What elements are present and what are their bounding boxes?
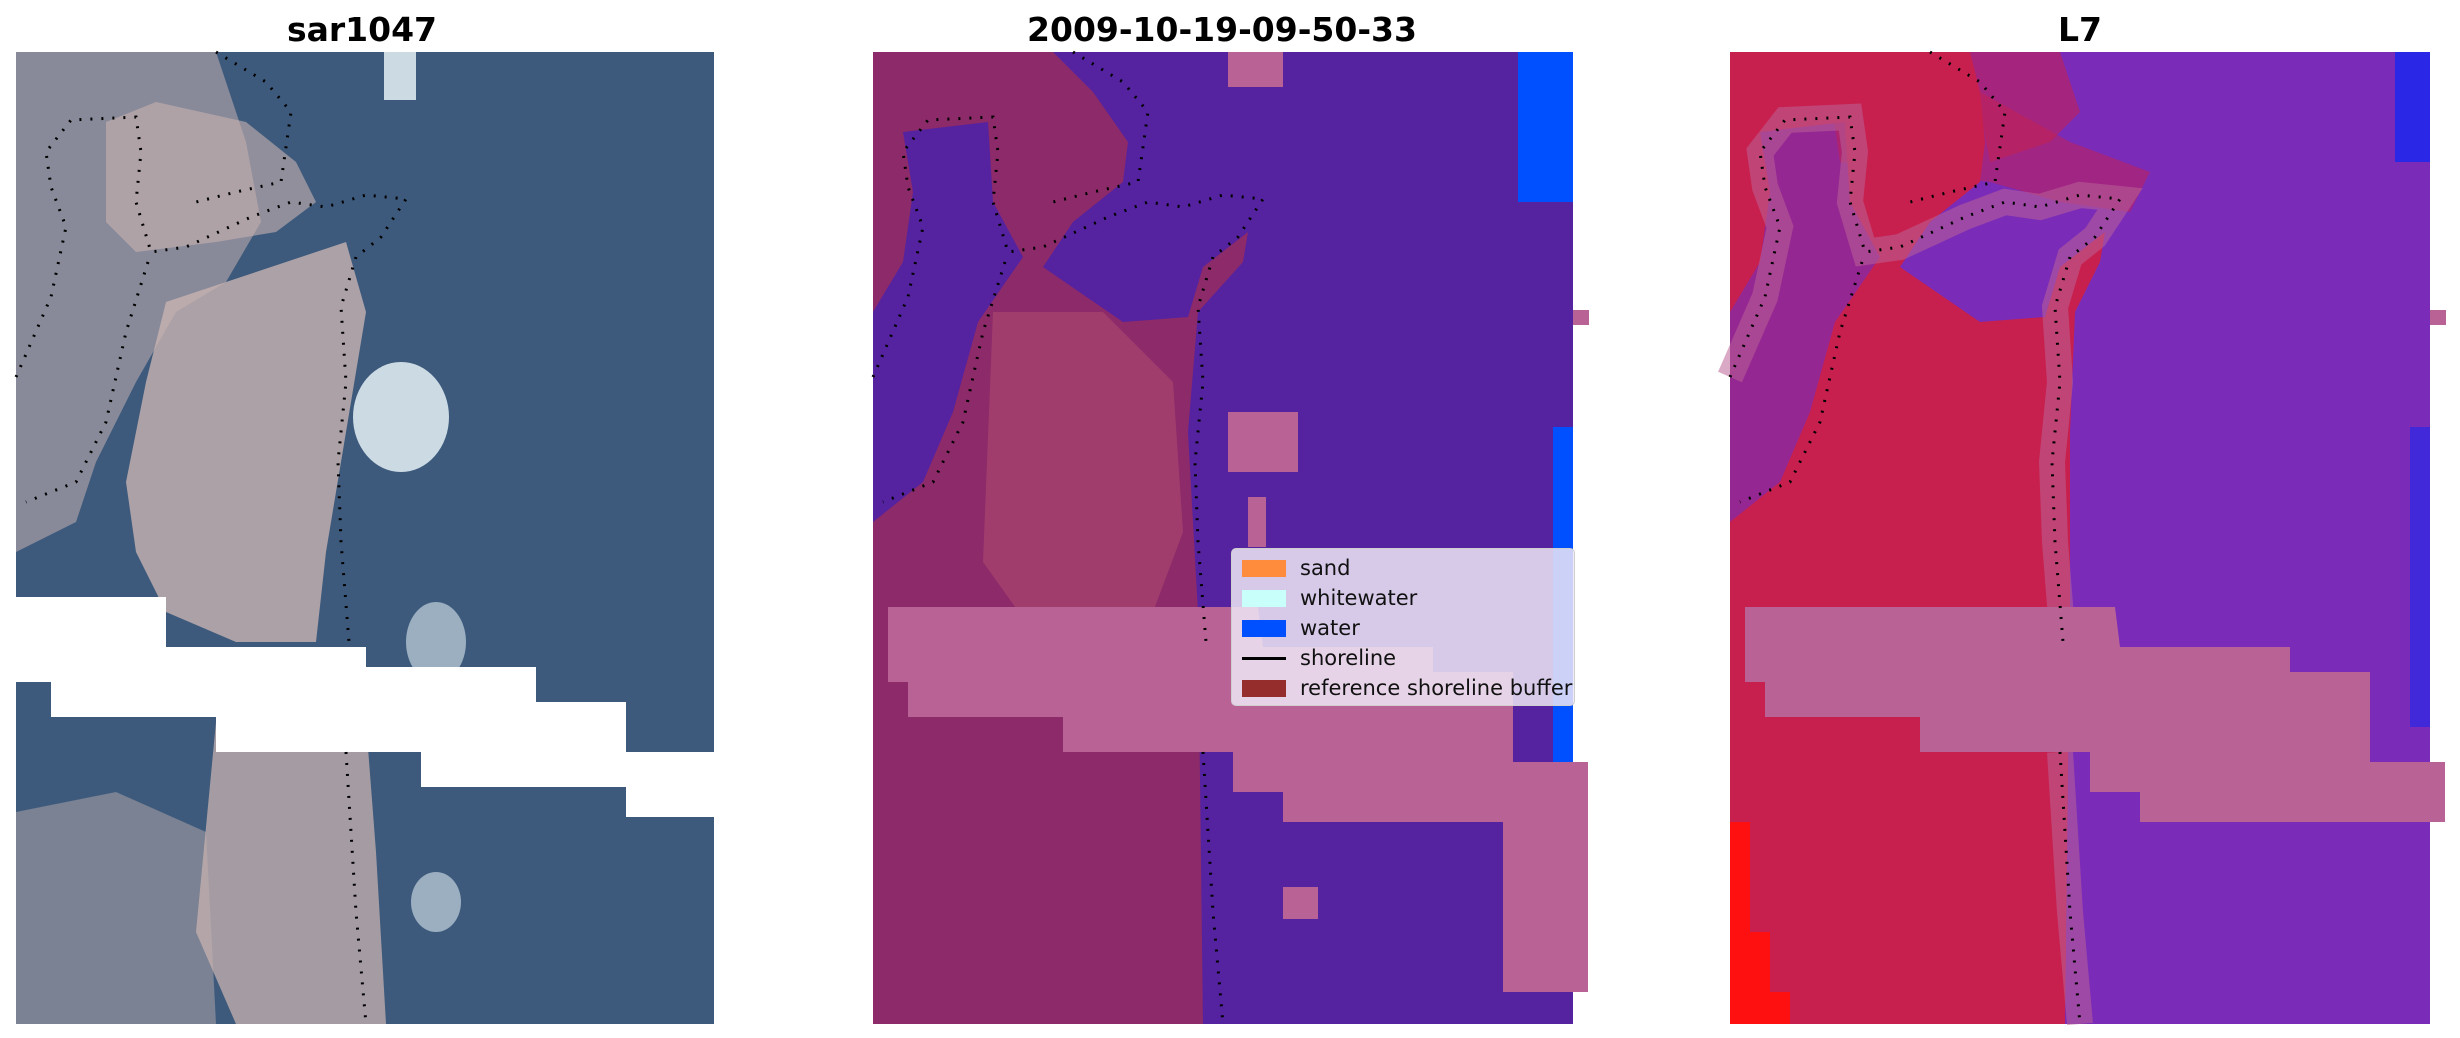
rgb-sand-strip-south bbox=[196, 722, 386, 1024]
rgb-nodata-gap bbox=[16, 597, 714, 817]
legend-item-water: water bbox=[1242, 613, 1564, 643]
rgb-whitewater-south bbox=[411, 872, 461, 932]
class-legend: sand whitewater water shoreline referenc… bbox=[1231, 548, 1575, 706]
legend-label-water: water bbox=[1300, 616, 1360, 640]
panel-title-classified: 2009-10-19-09-50-33 bbox=[1027, 10, 1417, 49]
class-shoreline bbox=[871, 50, 1266, 1025]
legend-swatch-reference-buffer bbox=[1242, 679, 1286, 697]
rgb-land-mass-mid bbox=[126, 242, 366, 642]
legend-swatch-sand bbox=[1242, 559, 1286, 577]
rgb-whitewater-mid bbox=[406, 602, 466, 682]
index-land-ridge bbox=[1830, 92, 2150, 212]
legend-label-shoreline: shoreline bbox=[1300, 646, 1397, 670]
legend-swatch-whitewater bbox=[1242, 589, 1286, 607]
legend-label-reference-buffer: reference shoreline buffer bbox=[1300, 676, 1573, 700]
index-red-pixels-sw bbox=[1730, 822, 1790, 1024]
rgb-nodata-right bbox=[714, 717, 754, 827]
legend-swatch-water bbox=[1242, 619, 1286, 637]
index-blue-pixels-lower bbox=[2410, 427, 2430, 727]
class-land-south-patch bbox=[1283, 887, 1318, 919]
legend-item-reference-buffer: reference shoreline buffer bbox=[1242, 673, 1572, 703]
rgb-land-mass-north bbox=[106, 102, 316, 252]
legend-item-shoreline: shoreline bbox=[1242, 643, 1564, 673]
legend-item-sand: sand bbox=[1242, 553, 1564, 583]
panel-title-rgb: sar1047 bbox=[286, 10, 438, 49]
legend-line-shoreline bbox=[1242, 656, 1286, 660]
class-land-sliver bbox=[1248, 497, 1266, 547]
class-land-small-patch bbox=[1228, 412, 1298, 472]
class-land-highlight bbox=[983, 312, 1183, 632]
panel-title-index: L7 bbox=[2058, 10, 2102, 49]
class-land-north-patch bbox=[1228, 52, 1283, 87]
classified-image bbox=[871, 50, 1589, 1025]
class-buffer-tab bbox=[1573, 310, 1589, 325]
index-buffer-tab bbox=[2430, 310, 2446, 325]
index-reference-buffer bbox=[1745, 607, 2445, 822]
index-blue-pixels-east bbox=[2395, 52, 2430, 162]
rgb-whitewater-top bbox=[384, 52, 416, 100]
rgb-shoreline bbox=[14, 50, 409, 1025]
legend-label-whitewater: whitewater bbox=[1300, 586, 1418, 610]
class-water-pure-east bbox=[1518, 52, 1573, 202]
rgb-land-southwest bbox=[16, 792, 216, 1024]
index-shoreline bbox=[1728, 50, 2123, 1025]
legend-label-sand: sand bbox=[1300, 556, 1351, 580]
index-image bbox=[1718, 50, 2446, 1026]
class-water-inlet bbox=[873, 122, 1023, 522]
legend-item-whitewater: whitewater bbox=[1242, 583, 1564, 613]
rgb-whitewater-patch bbox=[353, 362, 449, 472]
rgb-satellite-image bbox=[14, 50, 754, 1025]
